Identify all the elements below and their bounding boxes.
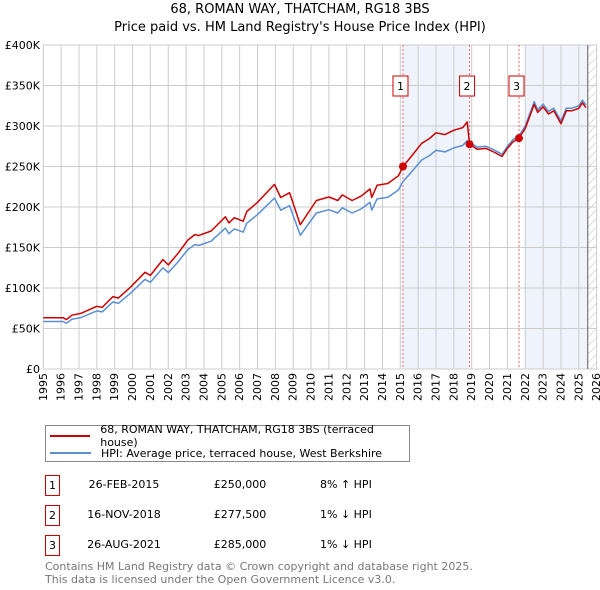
legend-swatch-property — [50, 435, 91, 437]
sale-number-badge: 1 — [45, 475, 60, 496]
x-tick-label: 2004 — [197, 373, 210, 401]
hpi-line — [43, 99, 587, 324]
sale-price: £250,000 — [213, 478, 267, 491]
footer: Contains HM Land Registry data © Crown c… — [45, 560, 473, 586]
y-tick-label: £250K — [5, 161, 41, 174]
y-tick-label: £50K — [12, 323, 41, 336]
sale-row: 1 26-FEB-2015 £250,000 8% ↑ HPI — [0, 475, 600, 497]
legend-item-hpi: HPI: Average price, terraced house, West… — [50, 445, 382, 461]
sale-number-badge: 3 — [45, 535, 60, 556]
x-tick-label: 2021 — [501, 373, 514, 401]
sale-row: 3 26-AUG-2021 £285,000 1% ↓ HPI — [0, 535, 600, 557]
x-tick-label: 2005 — [215, 373, 228, 401]
legend: 68, ROMAN WAY, THATCHAM, RG18 3BS (terra… — [45, 423, 410, 462]
footer-licence: This data is licensed under the Open Gov… — [45, 573, 396, 586]
x-tick-label: 2025 — [572, 373, 585, 401]
x-tick-label: 1995 — [37, 373, 50, 401]
y-tick-label: £300K — [5, 120, 41, 133]
sale-price: £277,500 — [213, 508, 267, 521]
x-tick-label: 2024 — [554, 373, 567, 401]
sale-hpi-diff: 8% ↑ HPI — [320, 478, 372, 491]
property-price-line — [43, 102, 587, 321]
x-tick-label: 2006 — [233, 373, 246, 401]
x-tick-label: 2003 — [180, 373, 193, 401]
x-tick-label: 2010 — [305, 373, 318, 401]
chart-title: 68, ROMAN WAY, THATCHAM, RG18 3BS — [170, 2, 430, 17]
sale-label-number: 2 — [464, 80, 471, 93]
x-tick-label: 2009 — [287, 373, 300, 401]
sale-label-box — [508, 75, 525, 97]
sale-date: 16-NOV-2018 — [87, 508, 161, 521]
legend-label-property: 68, ROMAN WAY, THATCHAM, RG18 3BS (terra… — [100, 423, 374, 449]
x-tick-label: 1999 — [108, 373, 121, 401]
sale-date: 26-FEB-2015 — [88, 478, 160, 491]
sale-label-box — [459, 75, 476, 97]
y-tick-label: £0 — [26, 363, 40, 376]
sale-label-number: 1 — [397, 80, 404, 93]
x-tick-label: 2020 — [483, 373, 496, 401]
legend-label-hpi: HPI: Average price, terraced house, West… — [101, 446, 383, 460]
x-tick-label: 2018 — [447, 373, 460, 401]
x-tick-label: 2016 — [412, 373, 425, 401]
sale-hpi-diff: 1% ↓ HPI — [320, 538, 372, 551]
sale-point — [515, 134, 524, 143]
x-tick-label: 2014 — [376, 373, 389, 401]
x-tick-label: 2015 — [394, 373, 407, 401]
x-tick-label: 2019 — [465, 373, 478, 401]
x-tick-label: 1996 — [55, 373, 68, 401]
x-tick-label: 2026 — [590, 373, 600, 401]
y-tick-label: £100K — [5, 282, 41, 295]
x-tick-label: 2013 — [358, 373, 371, 401]
sale-date: 26-AUG-2021 — [87, 538, 161, 551]
sale-point — [465, 140, 474, 149]
price-chart: 1995 1996 1997 1998 1999 2000 2001 2002 2003 2004… — [5, 39, 600, 401]
x-tick-label: 2001 — [144, 373, 157, 401]
sale-number-badge: 2 — [45, 505, 60, 526]
y-tick-label: £200K — [5, 201, 41, 214]
legend-item-property: 68, ROMAN WAY, THATCHAM, RG18 3BS (terra… — [50, 423, 409, 449]
x-tick-label: 2002 — [162, 373, 175, 401]
y-tick-label: £350K — [5, 80, 41, 93]
x-tick-label: 1998 — [90, 373, 103, 401]
sale-label-number: 3 — [513, 80, 520, 93]
sale-row: 2 16-NOV-2018 £277,500 1% ↓ HPI — [0, 505, 600, 527]
y-tick-label: £150K — [5, 242, 41, 255]
x-tick-label: 2007 — [251, 373, 264, 401]
x-tick-label: 2012 — [340, 373, 353, 401]
x-tick-label: 2017 — [430, 373, 443, 401]
x-tick-label: 2023 — [537, 373, 550, 401]
x-tick-label: 2011 — [322, 373, 335, 401]
sale-label-box — [392, 75, 409, 97]
sale-point — [398, 162, 407, 171]
y-tick-label: £400K — [5, 39, 41, 52]
x-tick-label: 2000 — [126, 373, 139, 401]
sale-hpi-diff: 1% ↓ HPI — [320, 508, 372, 521]
legend-swatch-hpi — [50, 452, 91, 454]
x-tick-label: 2022 — [519, 373, 532, 401]
sale-price: £285,000 — [213, 538, 267, 551]
chart-subtitle: Price paid vs. HM Land Registry's House … — [114, 20, 486, 35]
x-tick-label: 1997 — [73, 373, 86, 401]
footer-copyright: Contains HM Land Registry data © Crown c… — [45, 560, 473, 573]
x-tick-label: 2008 — [269, 373, 282, 401]
